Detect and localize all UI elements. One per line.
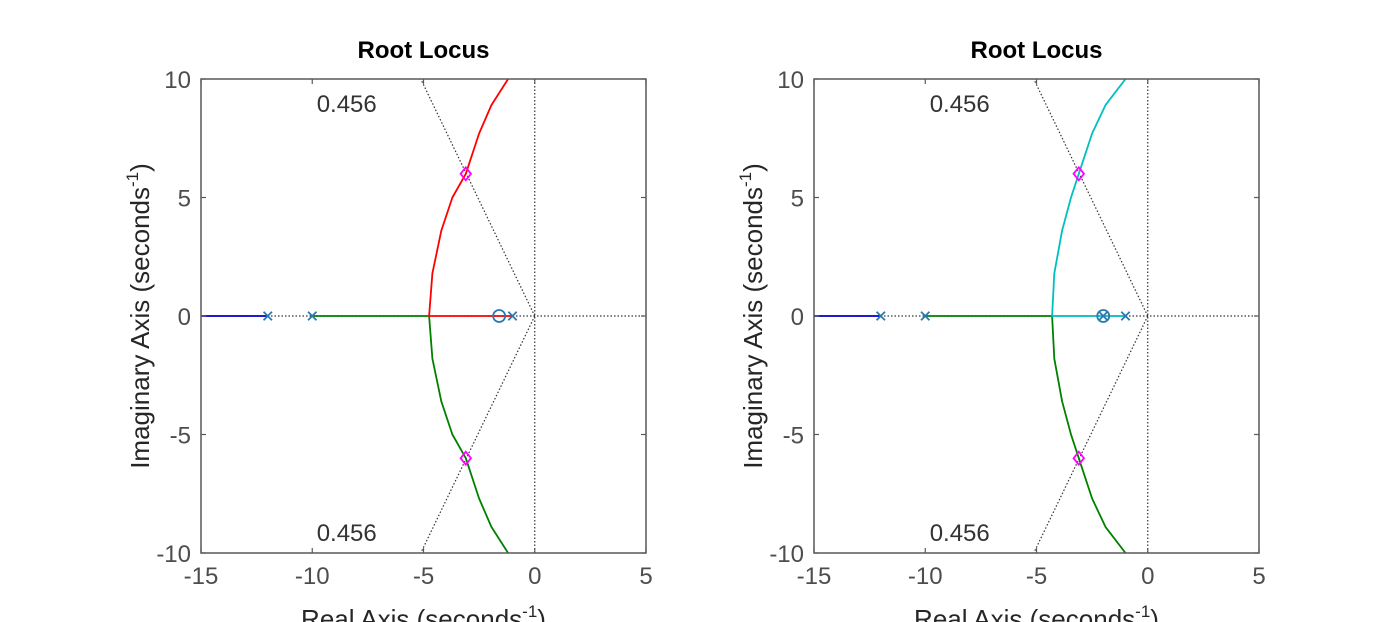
damping-label-lower: 0.456	[930, 520, 990, 547]
x-tick-label: -10	[908, 563, 943, 590]
pole-marker-1	[262, 311, 273, 321]
x-axis-label: Real Axis (seconds-1)	[914, 602, 1159, 622]
y-tick-label: 0	[791, 304, 804, 331]
damping-line-upper	[1033, 79, 1149, 317]
chart-title: Root Locus	[971, 37, 1103, 64]
zero-marker-1	[492, 309, 507, 323]
pole-marker-2	[307, 311, 318, 321]
y-tick-label: -10	[156, 541, 191, 568]
design-point-1	[459, 165, 473, 182]
x-tick-label: 5	[1252, 563, 1265, 590]
y-axis-label: Imaginary Axis (seconds-1)	[736, 163, 768, 469]
zero-marker-1	[1096, 309, 1111, 323]
y-axis-label-text: Imaginary Axis (seconds	[738, 187, 768, 469]
locus-branch-2	[925, 315, 1127, 553]
x-tick-label: 5	[639, 563, 652, 590]
x-tick-label: -15	[797, 563, 832, 590]
chart-title: Root Locus	[358, 37, 490, 64]
x-axis-label: Real Axis (seconds-1)	[301, 602, 546, 622]
pole-marker-4	[1120, 311, 1131, 321]
locus-branch-3	[1051, 79, 1127, 317]
x-tick-label: -15	[184, 563, 219, 590]
design-point-2	[459, 450, 473, 467]
damping-label-upper: 0.456	[930, 91, 990, 118]
damping-line-lower	[1033, 315, 1149, 553]
pole-marker-3	[507, 311, 518, 321]
plot-area	[201, 79, 646, 553]
y-tick-label: 5	[791, 186, 804, 213]
x-tick-label: -10	[295, 563, 330, 590]
y-tick-label: 5	[178, 186, 191, 213]
x-axis-label-exponent: -1	[522, 602, 537, 621]
pole-marker-1	[875, 311, 886, 321]
x-axis-label-text: Real Axis (seconds	[301, 604, 522, 622]
y-tick-label: 0	[178, 304, 191, 331]
pole-marker-2	[920, 311, 931, 321]
locus-branch-3	[428, 79, 513, 317]
y-axis-label-text: Imaginary Axis (seconds	[125, 187, 155, 469]
pole-marker-3	[1098, 311, 1109, 321]
locus-branch-2	[312, 315, 509, 553]
x-tick-label: 0	[1141, 563, 1154, 590]
y-axis-label-exponent: -1	[123, 172, 142, 187]
y-tick-label: 10	[164, 67, 191, 94]
y-axis-label-exponent: -1	[736, 172, 755, 187]
y-tick-label: 10	[777, 67, 804, 94]
x-axis-label-exponent: -1	[1135, 602, 1150, 621]
x-tick-label: -5	[413, 563, 434, 590]
damping-label-upper: 0.456	[317, 91, 377, 118]
design-point-1	[1072, 165, 1086, 182]
x-tick-label: -5	[1026, 563, 1047, 590]
damping-line-lower	[420, 315, 536, 553]
damping-label-lower: 0.456	[317, 520, 377, 547]
design-point-2	[1072, 450, 1086, 467]
y-tick-label: -5	[783, 423, 804, 450]
y-tick-label: -10	[769, 541, 804, 568]
y-tick-label: -5	[170, 423, 191, 450]
plot-area	[814, 79, 1259, 553]
damping-line-upper	[420, 79, 536, 317]
y-axis-label: Imaginary Axis (seconds-1)	[123, 163, 155, 469]
x-tick-label: 0	[528, 563, 541, 590]
x-axis-label-text: Real Axis (seconds	[914, 604, 1135, 622]
